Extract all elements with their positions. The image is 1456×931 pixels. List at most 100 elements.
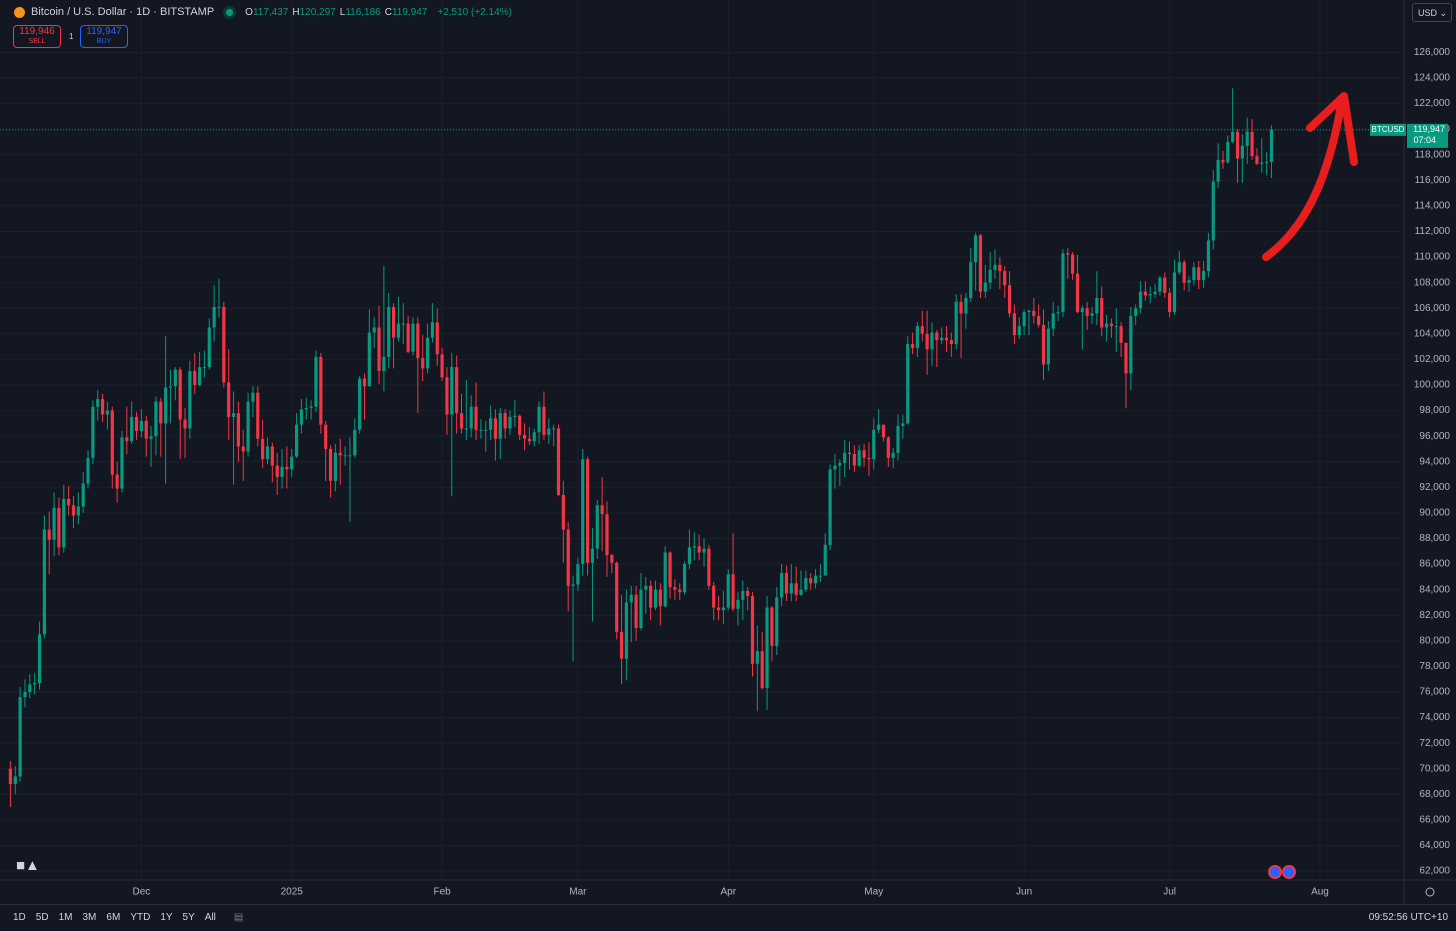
candle-body bbox=[843, 452, 847, 464]
ranges: 1D 5D 1M 3M 6M YTD 1Y 5Y All bbox=[7, 905, 220, 931]
y-tick-label: 124,000 bbox=[1414, 73, 1451, 84]
currency: USD bbox=[1418, 8, 1438, 18]
candle-body bbox=[1119, 326, 1123, 343]
x-tick-label: 2025 bbox=[281, 887, 304, 898]
candle-body bbox=[508, 416, 512, 429]
candle-body bbox=[547, 428, 551, 435]
candle-body bbox=[450, 367, 454, 415]
y-tick-label: 118,000 bbox=[1415, 149, 1451, 160]
range-button[interactable]: 1D bbox=[13, 912, 26, 923]
annotation-arrowhead bbox=[1306, 92, 1358, 166]
candle-body bbox=[1037, 315, 1041, 325]
candle-body bbox=[8, 768, 13, 785]
candle-body bbox=[770, 607, 774, 646]
candle-body bbox=[881, 424, 886, 438]
range-button[interactable]: YTD bbox=[130, 912, 151, 923]
candle-body bbox=[71, 505, 76, 516]
candle-body bbox=[852, 454, 856, 466]
candle-body bbox=[1056, 312, 1060, 314]
candle-body bbox=[513, 415, 517, 417]
ohlc-value: 120,297 bbox=[299, 6, 336, 18]
range-button[interactable]: 5Y bbox=[182, 912, 195, 923]
range-button[interactable]: 6M bbox=[106, 912, 121, 923]
price-tag-text: 119,947 bbox=[1413, 124, 1445, 134]
candle-body bbox=[1255, 156, 1259, 164]
candle-body bbox=[280, 466, 284, 478]
candle-body bbox=[193, 370, 197, 385]
candle-body bbox=[358, 378, 362, 430]
candle-body bbox=[372, 327, 376, 333]
x-tick-label: May bbox=[864, 887, 883, 898]
candle-body bbox=[411, 323, 415, 352]
candle-body bbox=[920, 326, 924, 334]
currency-select[interactable]: USD ⌄ bbox=[1412, 3, 1452, 22]
y-tick-label: 72,000 bbox=[1419, 738, 1450, 749]
candle-body bbox=[944, 337, 949, 341]
candle-body bbox=[231, 413, 236, 417]
candle-body bbox=[493, 418, 498, 439]
sell-button[interactable]: 119,946 SELL bbox=[13, 25, 61, 48]
candle-body bbox=[396, 323, 401, 338]
y-tick-label: 98,000 bbox=[1419, 405, 1450, 416]
buy-button[interactable]: 119,947 BUY bbox=[80, 25, 128, 48]
candle-body bbox=[299, 409, 304, 425]
candle-body bbox=[314, 356, 318, 407]
range-button[interactable]: 5D bbox=[35, 912, 49, 923]
candle-body bbox=[387, 306, 391, 357]
candle-body bbox=[542, 406, 546, 435]
y-tick-label: 90,000 bbox=[1419, 508, 1450, 519]
candle-body bbox=[1250, 131, 1254, 157]
candle-body bbox=[804, 578, 808, 590]
ohlc-key: L bbox=[339, 6, 346, 18]
candle-body bbox=[222, 306, 226, 383]
candle-body bbox=[18, 697, 22, 777]
candle-body bbox=[464, 428, 468, 430]
sell-price: 119,946 bbox=[19, 26, 55, 37]
y-tick-label: 74,000 bbox=[1419, 712, 1450, 723]
y-tick-label: 114,000 bbox=[1415, 201, 1451, 212]
candle-body bbox=[270, 446, 274, 466]
range-button[interactable]: 1Y bbox=[160, 912, 173, 923]
candle-body bbox=[488, 418, 493, 430]
candle-body bbox=[687, 547, 692, 565]
candle-body bbox=[605, 514, 609, 556]
candle-body bbox=[1168, 292, 1172, 313]
candle-body bbox=[629, 594, 633, 603]
compare-icon[interactable]: ▤ bbox=[233, 912, 244, 923]
candle-body bbox=[556, 428, 561, 495]
y-tick-label: 100,000 bbox=[1414, 380, 1451, 391]
y-tick-label: 66,000 bbox=[1419, 815, 1450, 826]
candle-body bbox=[484, 429, 488, 431]
price-countdown: 07:04 bbox=[1413, 135, 1436, 145]
candle-body bbox=[1046, 328, 1050, 365]
candle-body bbox=[765, 607, 769, 689]
candle-body bbox=[1007, 285, 1012, 314]
range-button[interactable]: 1M bbox=[58, 912, 73, 923]
y-tick-label: 92,000 bbox=[1419, 482, 1450, 493]
symbol-title[interactable]: Bitcoin / U.S. Dollar · 1D · BITSTAMP bbox=[31, 6, 215, 18]
candle-body bbox=[600, 505, 604, 515]
candle-body bbox=[81, 483, 85, 507]
y-tick-label: 96,000 bbox=[1419, 431, 1450, 442]
candle-body bbox=[188, 370, 192, 429]
candle-body bbox=[862, 450, 866, 458]
candle-body bbox=[988, 269, 992, 283]
candle-body bbox=[183, 419, 187, 429]
candle-body bbox=[954, 301, 958, 345]
candle-body bbox=[217, 306, 221, 308]
candle-body bbox=[581, 459, 585, 565]
candle-body bbox=[173, 369, 177, 387]
candle-body bbox=[872, 429, 876, 460]
range-button[interactable]: All bbox=[204, 912, 216, 923]
candle-body bbox=[1032, 310, 1036, 316]
candle-body bbox=[1109, 323, 1114, 327]
candle-body bbox=[949, 340, 953, 345]
candle-body bbox=[867, 457, 871, 460]
candle-body bbox=[421, 358, 425, 369]
candle-body bbox=[62, 498, 66, 548]
candle-body bbox=[974, 235, 978, 263]
candle-body bbox=[809, 578, 813, 584]
candle-body bbox=[309, 406, 313, 409]
candle-body bbox=[964, 298, 968, 314]
range-button[interactable]: 3M bbox=[82, 912, 97, 923]
